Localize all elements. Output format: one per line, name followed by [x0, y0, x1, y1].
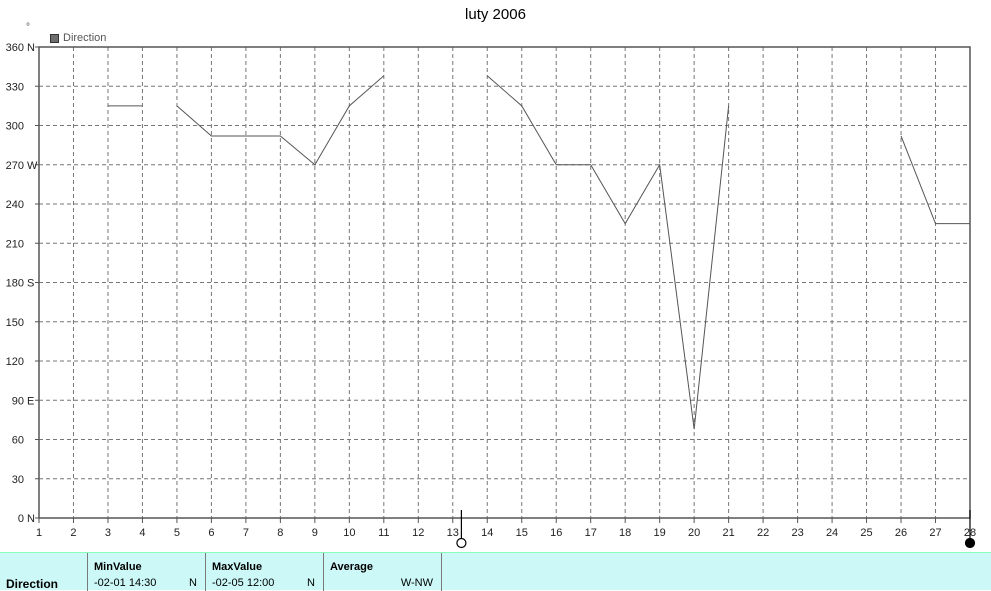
max-value-header: MaxValue — [212, 561, 263, 573]
y-compass-label: S — [27, 278, 34, 290]
y-tick-label: 60 — [12, 435, 24, 447]
chart-title: luty 2006 — [465, 6, 526, 23]
x-tick-label: 20 — [688, 527, 700, 539]
legend-label: Direction — [63, 32, 107, 44]
x-tick-label: 5 — [174, 527, 180, 539]
average-header: Average — [330, 561, 374, 573]
y-tick-label: 240 — [6, 199, 24, 211]
stats-row-label: Direction — [6, 577, 59, 591]
x-tick-label: 10 — [343, 527, 355, 539]
y-tick-label: 30 — [12, 474, 24, 486]
stats-panel: Direction MinValue -02-01 14:30 N MaxVal… — [0, 552, 991, 591]
x-tick-label: 6 — [208, 527, 214, 539]
y-compass-label: E — [27, 395, 34, 407]
x-tick-label: 23 — [791, 527, 803, 539]
y-compass-label: W — [27, 160, 38, 172]
stats-min-cell: MinValue -02-01 14:30 N — [88, 553, 206, 591]
stats-max-cell: MaxValue -02-05 12:00 N — [206, 553, 324, 591]
y-tick-label: 300 — [6, 121, 24, 133]
x-tick-label: 13 — [447, 527, 459, 539]
x-tick-label: 16 — [550, 527, 562, 539]
legend-swatch — [50, 33, 59, 43]
max-value-direction: N — [307, 577, 315, 589]
range-end-marker[interactable] — [964, 537, 976, 549]
x-tick-label: 22 — [757, 527, 769, 539]
min-value-header: MinValue — [94, 561, 142, 573]
series-line-segment — [900, 135, 970, 225]
x-tick-label: 27 — [929, 527, 941, 539]
average-direction: W-NW — [400, 577, 433, 589]
x-tick-label: 8 — [277, 527, 283, 539]
y-compass-label: N — [27, 42, 35, 54]
legend: Direction — [50, 32, 106, 44]
stats-avg-cell: Average W-NW — [324, 553, 442, 591]
stats-row-label-cell: Direction — [0, 553, 88, 591]
y-tick-label: 210 — [6, 238, 24, 250]
x-tick-label: 14 — [481, 527, 493, 539]
series-direction — [107, 75, 970, 430]
min-value-direction: N — [189, 577, 197, 589]
x-tick-label: 1 — [36, 527, 42, 539]
x-tick-label: 25 — [860, 527, 872, 539]
grid — [39, 47, 970, 518]
y-tick-label: 330 — [6, 81, 24, 93]
x-tick-label: 26 — [895, 527, 907, 539]
y-tick-label: 180 — [6, 278, 24, 290]
y-tick-label: 120 — [6, 356, 24, 368]
x-tick-label: 15 — [516, 527, 528, 539]
max-value-date: -02-05 12:00 — [212, 577, 275, 589]
x-tick-label: 9 — [312, 527, 318, 539]
range-start-marker[interactable] — [456, 537, 467, 549]
y-tick-label: 90 — [12, 395, 24, 407]
y-tick-label: 0 — [18, 513, 24, 525]
x-axis: 1 2 3 4 5 6 7 8 9 10 11 12 13 14 15 16 17 18 19 20 21 22 23 24 2… — [36, 518, 976, 539]
x-tick-label: 21 — [723, 527, 735, 539]
x-tick-label: 18 — [619, 527, 631, 539]
x-tick-label: 12 — [412, 527, 424, 539]
x-tick-label: 11 — [378, 527, 389, 539]
x-tick-label: 3 — [105, 527, 111, 539]
series-line-segment — [176, 75, 385, 166]
x-tick-label: 24 — [826, 527, 838, 539]
y-tick-label: 270 — [6, 160, 24, 172]
series-line-segment — [486, 75, 730, 430]
y-compass-label: N — [27, 513, 35, 525]
x-tick-label: 19 — [654, 527, 666, 539]
x-tick-label: 2 — [70, 527, 76, 539]
x-tick-label: 7 — [243, 527, 249, 539]
min-value-date: -02-01 14:30 — [94, 577, 157, 589]
range-markers[interactable] — [456, 510, 976, 549]
y-tick-label: 150 — [6, 317, 24, 329]
y-tick-label: 360 — [6, 42, 24, 54]
x-tick-label: 17 — [585, 527, 597, 539]
x-tick-label: 4 — [139, 527, 145, 539]
unit-mark: ° — [26, 22, 30, 33]
